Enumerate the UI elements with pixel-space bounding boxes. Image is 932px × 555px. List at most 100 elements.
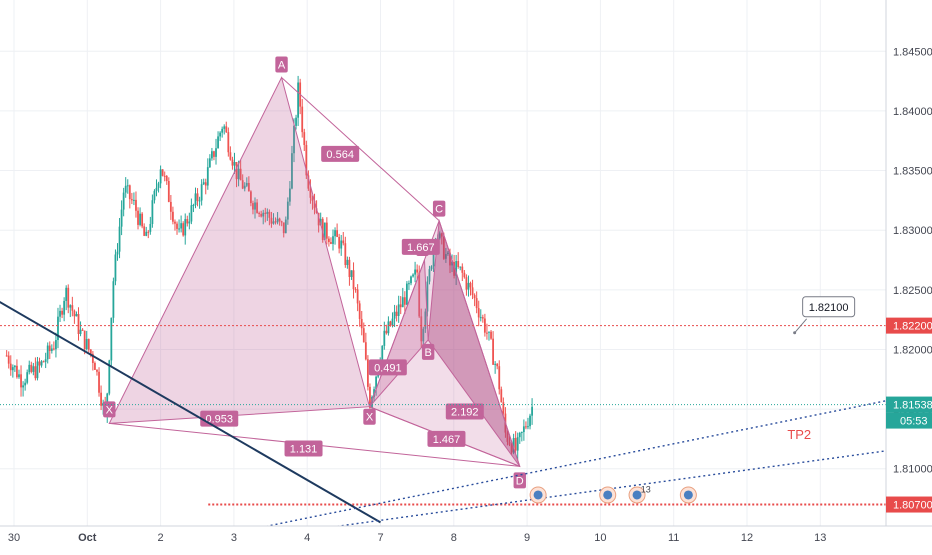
candle-body xyxy=(278,218,281,222)
candle-body xyxy=(34,366,37,379)
candle-body xyxy=(397,304,400,316)
candle-body xyxy=(24,382,27,386)
candle-body xyxy=(239,168,242,181)
time-tick-label: 3 xyxy=(231,532,237,544)
candle-body xyxy=(7,355,10,364)
time-tick-label: 8 xyxy=(451,532,457,544)
candle-body xyxy=(223,126,226,129)
candle-body xyxy=(26,372,29,383)
candle-body xyxy=(453,261,455,276)
candle-body xyxy=(206,167,209,186)
time-tick-label: 13 xyxy=(814,532,826,544)
candle-body xyxy=(516,437,519,451)
pattern-ratio-label-bg xyxy=(445,403,484,420)
candle-body xyxy=(293,125,295,154)
candle-body xyxy=(161,169,164,176)
candle-body xyxy=(264,212,267,214)
candle-body xyxy=(356,289,359,304)
candle-body xyxy=(167,181,170,202)
candle-body xyxy=(486,332,488,334)
event-flag-inner xyxy=(683,490,693,500)
candle-body xyxy=(432,246,435,267)
candle-body xyxy=(391,318,394,326)
candle-body xyxy=(266,211,269,214)
candle-body xyxy=(313,200,316,209)
event-flag-inner xyxy=(533,490,543,500)
candle-body xyxy=(274,221,277,223)
candle-body xyxy=(344,243,347,266)
candle-body xyxy=(83,330,86,350)
candle-body xyxy=(245,182,248,186)
callout-label: 1.82100 xyxy=(809,302,849,314)
candle-body xyxy=(467,282,470,290)
time-axis-bg xyxy=(0,526,932,550)
candle-body xyxy=(227,132,230,153)
pattern-point-label: D xyxy=(516,475,524,487)
candle-body xyxy=(122,192,125,210)
candle-body xyxy=(438,233,441,239)
gridlines xyxy=(0,0,886,526)
candle-body xyxy=(112,281,115,318)
candle-body xyxy=(200,184,203,201)
candle-body xyxy=(20,374,22,388)
candle-body xyxy=(44,359,47,362)
candle-body xyxy=(346,259,349,266)
candle-body xyxy=(490,331,492,339)
candle-body xyxy=(401,297,404,308)
candle-body xyxy=(143,226,146,236)
candle-body xyxy=(342,240,345,244)
candle-body xyxy=(153,190,156,201)
pattern-ratio-label: 1.131 xyxy=(290,443,318,455)
pattern-ratio-label: 1.467 xyxy=(433,434,461,446)
time-tick-label: Oct xyxy=(78,532,97,544)
pattern-point-label-bg xyxy=(363,408,376,425)
candle-body xyxy=(141,213,144,227)
candle-body xyxy=(330,242,332,244)
candle-body xyxy=(215,148,217,157)
time-tick-label: 2 xyxy=(158,532,164,544)
candle-body xyxy=(416,269,419,273)
price-badge xyxy=(886,317,932,334)
candle-body xyxy=(46,345,49,360)
pattern-ratio-label-bg xyxy=(321,145,360,162)
candle-body xyxy=(514,438,517,451)
pattern-point-label: B xyxy=(424,347,431,359)
price-tick-label: 1.83000 xyxy=(893,225,932,237)
candle-body xyxy=(426,281,429,312)
candle-body xyxy=(461,266,464,273)
candle-body xyxy=(414,269,416,275)
price-axis[interactable]: 1.84500 1.84000 1.83500 1.83000 1.82500 1.820… xyxy=(885,0,932,526)
price-badge xyxy=(886,396,932,413)
candle-body xyxy=(479,317,482,319)
time-axis[interactable]: 30 Oct 2 3 4 7 8 9 10 11 12 13 xyxy=(0,525,932,550)
candle-body xyxy=(362,328,365,343)
candle-body xyxy=(512,438,515,453)
candle-body xyxy=(169,201,172,212)
candle-body xyxy=(217,136,219,149)
price-badge-label: 1.82200 xyxy=(893,321,932,333)
candle-body xyxy=(52,348,55,350)
candle-body xyxy=(190,205,193,222)
candle-body xyxy=(61,310,63,315)
candle-body xyxy=(120,209,123,227)
candles xyxy=(5,75,533,460)
candle-body xyxy=(334,230,336,237)
candle-body xyxy=(221,128,224,133)
candle-body xyxy=(135,199,137,211)
candle-body xyxy=(145,231,148,236)
candle-body xyxy=(403,297,406,305)
pattern-point-label-bg xyxy=(421,343,435,360)
candle-body xyxy=(63,300,66,315)
candle-body xyxy=(447,252,449,255)
candle-body xyxy=(159,169,162,184)
candle-body xyxy=(252,203,254,210)
candle-body xyxy=(309,188,312,198)
candle-body xyxy=(16,365,18,378)
candle-body xyxy=(284,219,287,234)
candle-body xyxy=(317,212,320,226)
countdown-badge xyxy=(886,412,932,429)
candle-body xyxy=(463,272,466,278)
callout-anchor xyxy=(793,331,797,335)
